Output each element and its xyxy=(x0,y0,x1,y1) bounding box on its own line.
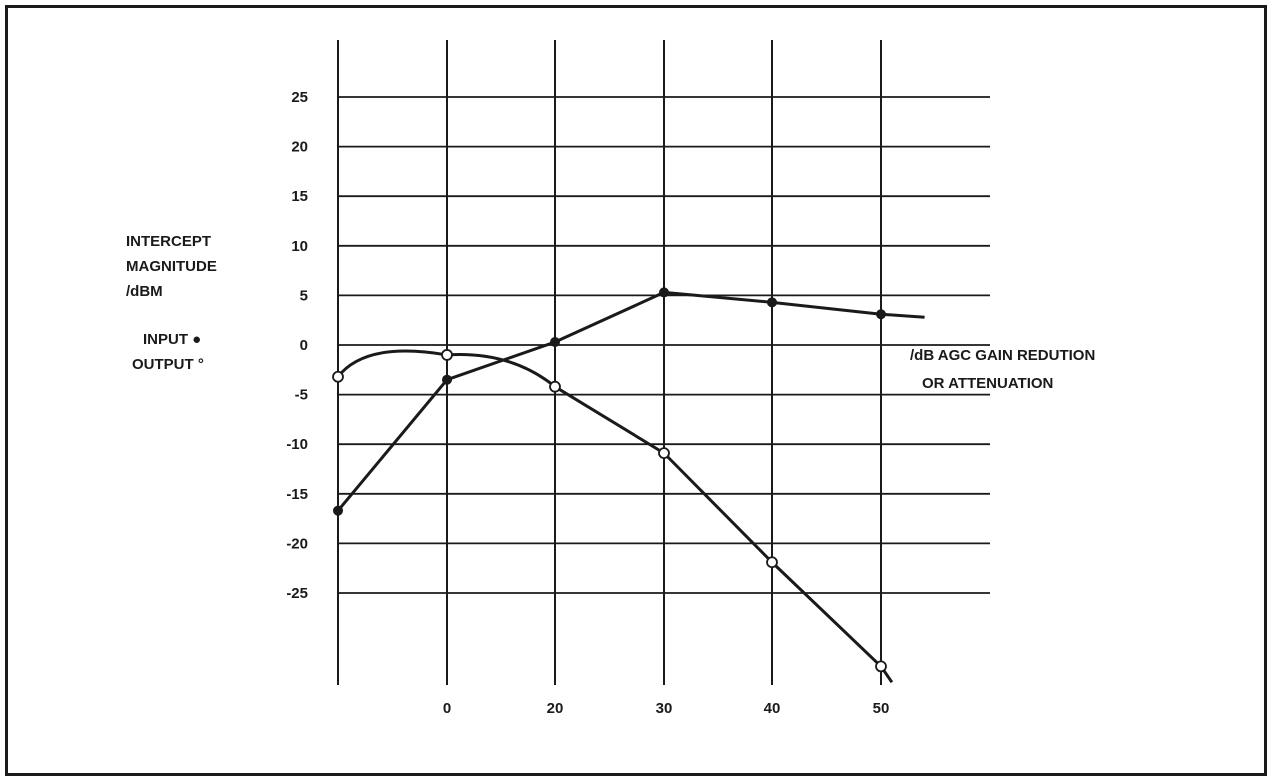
point-input xyxy=(659,287,669,298)
point-input xyxy=(876,309,886,320)
point-output xyxy=(658,447,670,460)
y-tick-label: 0 xyxy=(300,337,308,354)
x-tick-label: 40 xyxy=(764,700,781,717)
grid xyxy=(337,40,990,685)
y-tick-label: 25 xyxy=(291,89,308,106)
x-axis-label-line-1: /dB AGC GAIN REDUTION xyxy=(910,347,1095,364)
series-layer xyxy=(332,287,925,684)
y-tick-label: 10 xyxy=(291,238,308,255)
y-tick-labels: 25 20 15 10 5 0 -5 -10 -15 -20 -25 xyxy=(286,89,308,602)
x-axis-label-line-2: OR ATTENUATION xyxy=(922,375,1053,392)
y-tick-label: -25 xyxy=(286,585,308,602)
point-output xyxy=(441,349,453,361)
series-line-output xyxy=(336,349,894,684)
x-tick-label: 50 xyxy=(873,700,890,717)
point-output xyxy=(332,370,344,383)
legend-output: OUTPUT ° xyxy=(132,356,204,373)
y-axis-label-line-2: MAGNITUDE xyxy=(126,258,217,275)
series-line-input xyxy=(336,290,925,512)
y-tick-label: -20 xyxy=(286,535,308,552)
y-tick-label: -15 xyxy=(286,486,308,503)
y-tick-label: 20 xyxy=(291,139,308,156)
point-output xyxy=(766,556,778,569)
x-tick-label: 30 xyxy=(656,700,673,717)
point-input xyxy=(767,297,777,308)
point-input xyxy=(333,505,343,516)
y-tick-label: 5 xyxy=(300,287,308,304)
y-tick-label: -5 xyxy=(295,387,308,404)
point-input xyxy=(550,337,560,348)
y-tick-label: 15 xyxy=(291,188,308,205)
y-axis-label-line-1: INTERCEPT xyxy=(126,233,211,250)
y-axis-label-line-3: /dBM xyxy=(126,283,163,300)
legend-input: INPUT ● xyxy=(143,331,201,348)
chart-frame xyxy=(5,5,1267,776)
x-tick-labels: 0 20 30 40 50 xyxy=(443,700,890,717)
x-tick-label: 20 xyxy=(547,700,564,717)
x-tick-label: 0 xyxy=(443,700,451,717)
point-output xyxy=(875,660,887,673)
point-input xyxy=(442,374,452,385)
y-tick-label: -10 xyxy=(286,436,308,453)
point-output xyxy=(549,380,561,393)
